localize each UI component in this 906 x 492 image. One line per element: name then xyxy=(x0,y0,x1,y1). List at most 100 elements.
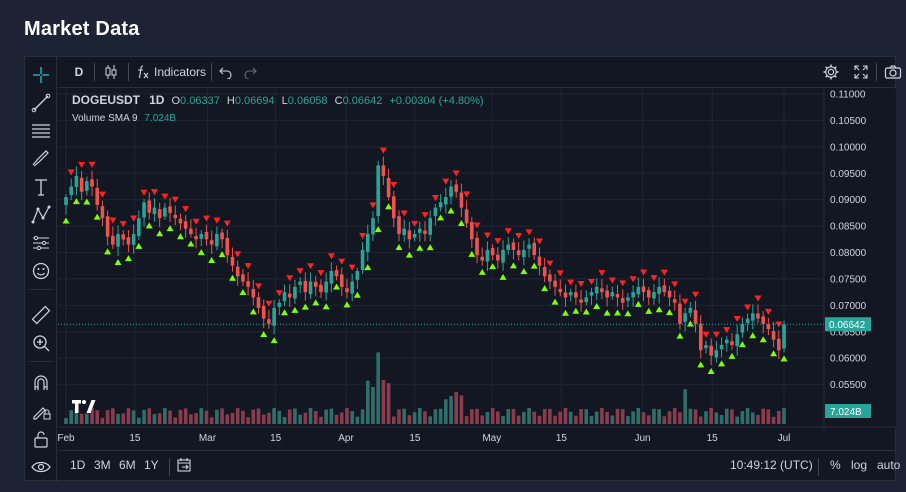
buy-marker xyxy=(676,332,684,339)
range-1d-button[interactable]: 1D xyxy=(70,458,86,472)
candle-body xyxy=(667,290,672,298)
candle-body xyxy=(230,256,235,266)
candle-body xyxy=(433,207,438,217)
buy-marker xyxy=(208,256,216,263)
candle-body xyxy=(293,286,297,299)
sell-marker xyxy=(400,210,408,217)
indicators-button[interactable]: Indicators xyxy=(153,65,207,79)
volume-bar xyxy=(319,416,323,424)
range-6m-button[interactable]: 6M xyxy=(119,458,136,472)
volume-bar xyxy=(724,408,729,424)
volume-bar xyxy=(563,408,568,424)
sell-marker xyxy=(244,263,252,270)
crosshair-icon[interactable] xyxy=(29,63,53,87)
candle-body xyxy=(485,249,490,262)
fib-retracement-icon[interactable] xyxy=(29,119,53,143)
candle-body xyxy=(600,288,604,293)
candle-body xyxy=(496,254,500,261)
buy-marker xyxy=(603,309,611,316)
sell-marker xyxy=(213,217,221,224)
candle-body xyxy=(397,216,401,235)
volume-bar xyxy=(605,411,609,424)
auto-toggle[interactable]: auto xyxy=(877,458,901,472)
lock-icon[interactable] xyxy=(29,427,53,451)
volume-bar xyxy=(407,415,412,424)
candle-body xyxy=(475,237,479,256)
sell-marker xyxy=(702,331,710,338)
log-toggle[interactable]: log xyxy=(851,458,868,472)
lock-drawing-icon[interactable] xyxy=(29,399,53,423)
candle-body xyxy=(168,206,172,213)
brush-icon[interactable] xyxy=(29,147,53,171)
range-1y-button[interactable]: 1Y xyxy=(144,458,159,472)
y-axis-tick-label: 0.06000 xyxy=(830,354,867,365)
date-range-icon[interactable] xyxy=(176,457,192,476)
range-3m-button[interactable]: 3M xyxy=(94,458,111,472)
percent-toggle[interactable]: % xyxy=(830,458,841,472)
magnet-icon[interactable] xyxy=(29,371,53,395)
volume-bar xyxy=(527,408,531,424)
legend-high: 0.06694 xyxy=(234,95,275,107)
undo-icon[interactable] xyxy=(216,61,236,83)
volume-bar xyxy=(594,411,599,424)
emoji-icon[interactable] xyxy=(29,259,53,283)
text-tool-icon[interactable] xyxy=(29,175,53,199)
eye-icon[interactable] xyxy=(29,455,53,479)
pattern-icon[interactable] xyxy=(29,203,53,227)
symbol-label[interactable]: DOGEUSDT xyxy=(72,93,141,107)
candle-body xyxy=(589,292,594,296)
candles-icon[interactable] xyxy=(99,61,123,83)
buy-marker xyxy=(364,264,372,271)
candle-body xyxy=(199,234,204,239)
candle-body xyxy=(64,197,68,205)
interval-button[interactable]: D xyxy=(74,65,84,79)
candle-body xyxy=(704,344,708,349)
candle-body xyxy=(319,284,323,293)
tradingview-logo-icon[interactable] xyxy=(72,399,96,415)
prediction-tools-icon[interactable] xyxy=(29,231,53,255)
volume-legend-label[interactable]: Volume SMA 9 xyxy=(72,113,138,124)
fullscreen-icon[interactable] xyxy=(850,61,872,83)
last-price-badge xyxy=(825,317,871,332)
buy-marker xyxy=(260,331,268,338)
toolbar-divider xyxy=(169,458,170,476)
volume-bar xyxy=(189,414,193,424)
candle-body xyxy=(391,196,396,219)
candle-body xyxy=(537,256,542,266)
sell-marker xyxy=(275,290,283,297)
candle-body xyxy=(584,297,589,302)
fx-icon[interactable] xyxy=(134,61,152,83)
toolbar-divider xyxy=(94,63,95,81)
legend-interval: 1D xyxy=(149,93,165,107)
zoom-in-icon[interactable] xyxy=(29,331,53,355)
sell-marker xyxy=(327,253,335,260)
redo-icon[interactable] xyxy=(240,61,260,83)
candle-body xyxy=(459,192,464,208)
buy-marker xyxy=(83,198,91,205)
sell-marker xyxy=(494,238,502,245)
buy-marker xyxy=(718,360,726,367)
volume-bar xyxy=(386,383,391,424)
candle-body xyxy=(69,186,74,195)
camera-icon[interactable] xyxy=(881,61,905,83)
candle-body xyxy=(339,274,344,287)
volume-bar xyxy=(776,410,781,424)
volume-bar xyxy=(220,408,224,424)
buy-marker xyxy=(322,303,330,310)
buy-marker xyxy=(780,355,788,362)
volume-bar xyxy=(631,411,635,424)
utc-clock[interactable]: 10:49:12 (UTC) xyxy=(730,458,813,472)
price-chart[interactable]: 0.11000 0.10500 0.10000 0.09500 0.09000 0.085… xyxy=(57,89,896,444)
trend-line-icon[interactable] xyxy=(29,91,53,115)
ruler-icon[interactable] xyxy=(29,303,53,327)
buy-marker xyxy=(166,225,174,232)
settings-gear-icon[interactable] xyxy=(820,61,842,83)
buy-marker xyxy=(405,251,413,258)
toolbar-divider xyxy=(818,458,819,476)
candle-body xyxy=(698,323,703,351)
candle-body xyxy=(157,209,162,219)
chart-pane[interactable]: 0.11000 0.10500 0.10000 0.09500 0.09000 0.085… xyxy=(57,89,896,449)
volume-bar xyxy=(704,411,708,424)
candle-body xyxy=(308,281,313,295)
candle-body xyxy=(501,249,505,263)
